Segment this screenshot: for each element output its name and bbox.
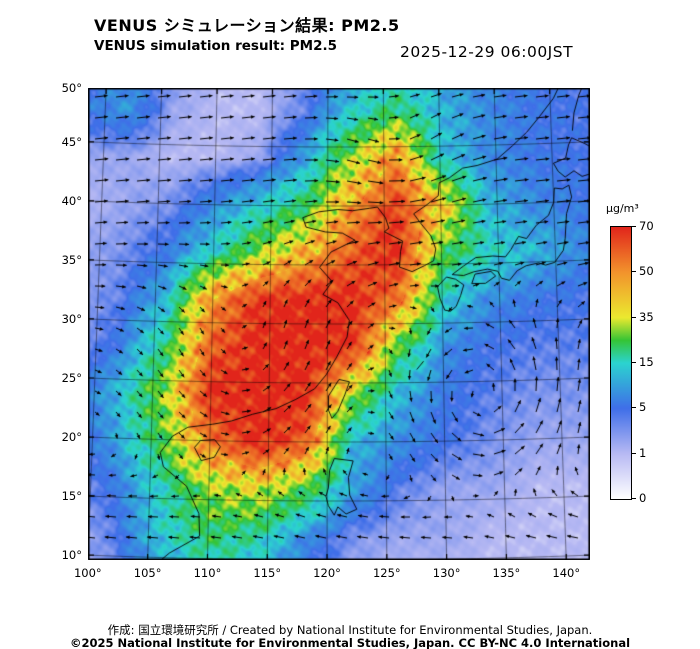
colorbar-gradient [610,226,632,500]
colorbar-tick-label: 15 [639,355,654,369]
colorbar-tick [631,271,636,273]
colorbar-tick [631,407,636,409]
map-plot: 50° 45° 40° 35° 30° 25° 20° 15° 10° 100° 105° 110° 1… [62,81,590,580]
lat-tick-label: 25° [61,370,82,385]
lon-tick-label: 135° [492,566,521,580]
colorbar-tick-label: 35 [639,309,654,324]
lon-tick-label: 115° [253,566,282,580]
lon-tick-label: 140° [552,566,581,580]
timestamp: 2025-12-29 06:00JST [400,43,574,61]
colorbar-tick-label: 50 [639,264,654,279]
colorbar-tick [631,498,636,499]
lat-tick-label: 50° [61,81,82,95]
lon-tick-label: 130° [432,566,461,580]
pm25-map-canvas [88,88,590,560]
lat-tick-label: 40° [61,193,82,208]
colorbar-tick [631,226,636,227]
lon-tick-label: 100° [73,566,102,580]
credit-line: 作成: 国立環境研究所 / Created by National Instit… [107,623,593,637]
colorbar-tick [631,362,636,363]
title-japanese: VENUS シミュレーション結果: PM2.5 [94,16,400,35]
colorbar-tick-label: 70 [639,219,654,233]
title-english: VENUS simulation result: PM2.5 [94,38,337,54]
lon-tick-label: 105° [133,566,162,580]
lat-tick-label: 10° [61,548,82,563]
colorbar-tick-label: 0 [639,491,647,505]
lat-tick-label: 20° [61,430,82,445]
copyright-line: ©2025 National Institute for Environment… [69,636,631,649]
lon-tick-label: 125° [372,566,401,580]
colorbar-tick [631,452,636,454]
lon-tick-label: 120° [313,566,341,580]
lat-tick-label: 45° [61,134,82,149]
lat-tick-label: 35° [61,252,82,267]
colorbar-unit-label: µg/m³ [606,202,639,215]
lat-tick-label: 30° [61,311,82,326]
colorbar-tick [631,316,636,318]
lon-tick-label: 110° [193,566,222,580]
colorbar-tick-label: 1 [639,445,647,460]
lat-tick-label: 15° [61,489,82,504]
colorbar-tick-label: 5 [639,400,647,415]
colorbar: µg/m³ 0 1 5 15 35 50 70 [602,202,698,532]
